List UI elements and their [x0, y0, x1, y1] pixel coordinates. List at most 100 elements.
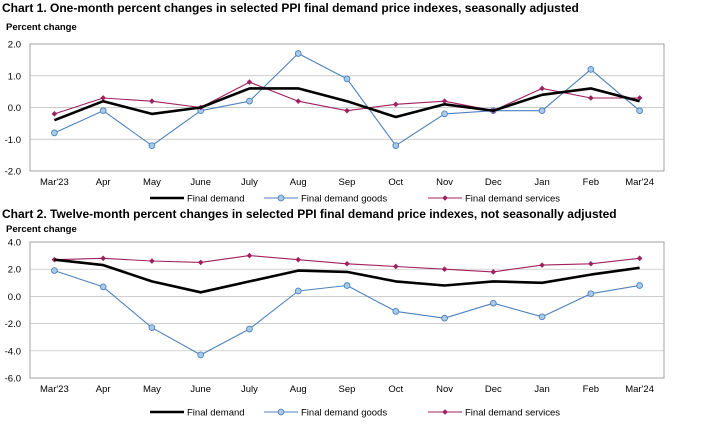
chart2-series-final-demand-goods-point: [343, 282, 351, 289]
chart2-series-final-demand-goods-point: [392, 308, 400, 315]
chart2-series-final-demand-goods-point: [441, 314, 448, 322]
chart2-title: Chart 2. Twelve-month percent changes in…: [2, 207, 617, 221]
chart1-series-final-demand-line: [53, 87, 640, 122]
chart2-ytick-label: -4.0: [5, 346, 21, 357]
chart2-xtick-label: Aug: [290, 384, 307, 395]
chart1-series-final-demand-services-point: [246, 79, 253, 85]
chart2-legend-final-demand-goods-label: Final demand goods: [301, 408, 387, 419]
chart2-series-final-demand-services-point: [100, 255, 106, 262]
chart2-xtick-label: Feb: [583, 384, 599, 395]
chart2-series-final-demand-services-point: [51, 256, 58, 263]
chart2-series-final-demand-services-point: [197, 259, 204, 266]
chart2-xtick-label: Jan: [534, 384, 549, 395]
chart2-xtick-label: Oct: [388, 384, 403, 395]
chart1-xtick-label: Mar'24: [625, 177, 654, 188]
chart1-xtick-label: Jan: [534, 177, 549, 188]
chart2-legend-final-demand-services-marker: [442, 409, 448, 415]
chart1-ytick-label: -1.0: [5, 135, 21, 146]
chart1-xtick-label: Aug: [290, 177, 307, 188]
chart1-series-final-demand-services-point: [344, 107, 350, 114]
chart2-series-final-demand-services-point: [246, 252, 253, 259]
chart2-ytick-label: -6.0: [5, 374, 21, 385]
chart1-xtick-label: Apr: [96, 177, 111, 188]
chart2-legend-final-demand-services-label: Final demand services: [465, 408, 560, 419]
chart1-series-final-demand-services-point: [149, 98, 155, 104]
chart2-series-final-demand-goods-point: [489, 299, 497, 307]
chart1-ytick-label: -2.0: [5, 167, 21, 178]
chart1-series-final-demand-goods-point: [246, 97, 253, 105]
chart2-series-final-demand-services-point: [344, 260, 350, 267]
chart2-series-final-demand-services-point: [149, 258, 155, 264]
chart2-series-final-demand-services-point: [295, 256, 302, 263]
chart2-series-final-demand-services-point: [588, 260, 594, 267]
chart1-title: Chart 1. One-month percent changes in se…: [2, 1, 579, 15]
chart2-series-final-demand-services-point: [392, 263, 399, 270]
chart2-xtick-label: May: [143, 384, 161, 395]
chart2-xtick-label: June: [190, 384, 211, 395]
chart1-xtick-label: June: [190, 177, 211, 188]
chart2-series-final-demand-line: [54, 258, 640, 294]
chart1-series-final-demand-goods-point: [148, 142, 156, 149]
chart1-legend-final-demand-goods-marker: [277, 194, 285, 202]
chart1-ytick-label: 0.0: [8, 103, 21, 114]
chart2-xtick-label: Dec: [485, 384, 502, 395]
chart2-ytick-label: 4.0: [8, 238, 21, 249]
chart1-series-final-demand-goods-point: [636, 107, 643, 115]
chart2-xtick-label: Nov: [436, 384, 453, 395]
chart2-xtick-label: July: [241, 384, 258, 395]
chart1-series-final-demand-goods-line: [54, 52, 640, 147]
chart1-series-final-demand-services-point: [588, 95, 594, 101]
chart2-series-final-demand-goods-point: [51, 267, 58, 274]
chart2-series-final-demand-services-point: [636, 255, 643, 262]
chart2-series-final-demand-goods-point: [99, 283, 107, 291]
chart2-series-final-demand-services-point: [441, 266, 448, 272]
chart2-xtick-label: Apr: [96, 384, 111, 395]
chart2-ytick-label: 0.0: [8, 292, 21, 303]
chart1-series-final-demand-services-point: [392, 101, 399, 108]
chart1-legend-final-demand-services-marker: [442, 195, 448, 201]
chart2-ytick-label: 2.0: [8, 265, 21, 276]
chart2-xtick-label: Mar'24: [625, 384, 654, 395]
chart1-series-final-demand-services-point: [51, 111, 58, 117]
chart2-xtick-label: Mar'23: [40, 384, 69, 395]
chart2-series-final-demand-goods-point: [587, 290, 595, 298]
chart2-series-final-demand-services-point: [539, 262, 545, 268]
chart2-series-final-demand-goods-point: [148, 324, 156, 332]
chart1-series-final-demand-goods-point: [294, 50, 302, 57]
chart2-series-final-demand-goods-point: [538, 313, 546, 321]
chart2-legend-final-demand-label: Final demand: [187, 408, 245, 419]
chart2-ytick-label: -2.0: [5, 319, 21, 330]
chart1-series-final-demand-goods-point: [392, 142, 400, 149]
chart1-series-final-demand-services-point: [636, 95, 643, 101]
chart1-xtick-label: July: [241, 177, 258, 188]
chart1-xtick-label: May: [143, 177, 161, 188]
chart1-series-final-demand-goods-point: [99, 107, 107, 115]
chart1-series-final-demand-goods-point: [587, 66, 595, 73]
chart2-series-final-demand-services-point: [490, 269, 497, 275]
chart1-series-final-demand-goods-point: [343, 75, 351, 83]
chart2-series-final-demand-goods-point: [294, 287, 302, 295]
chart1-series-final-demand-goods-point: [538, 107, 546, 115]
chart2-ylabel: Percent change: [6, 224, 77, 235]
chart2-legend-final-demand-goods-marker: [277, 408, 285, 416]
chart2-series-final-demand-goods-point: [246, 325, 253, 333]
chart2-plot-frame: [29, 241, 665, 379]
chart1-series-final-demand-services-point: [539, 85, 545, 92]
chart1-series-final-demand-services-point: [441, 98, 448, 104]
chart2-xtick-label: Sep: [339, 384, 356, 395]
chart1-series-final-demand-goods-point: [441, 110, 448, 118]
chart1-ytick-label: 2.0: [8, 40, 21, 51]
chart1-series-final-demand-goods-point: [51, 129, 58, 137]
chart1-series-final-demand-services-point: [100, 95, 106, 101]
chart1-legend-final-demand-goods-label: Final demand goods: [301, 194, 387, 205]
chart1-legend-final-demand-label: Final demand: [187, 194, 245, 205]
chart2-series-final-demand-goods-point: [197, 351, 205, 359]
chart1-xtick-label: Feb: [583, 177, 599, 188]
chart1-xtick-label: Mar'23: [40, 177, 69, 188]
chart1-xtick-label: Nov: [436, 177, 453, 188]
chart1-legend-final-demand-services-label: Final demand services: [465, 194, 560, 205]
chart1-series-final-demand-services-point: [295, 98, 302, 104]
chart1-xtick-label: Sep: [339, 177, 356, 188]
chart2-series-final-demand-goods-point: [636, 282, 643, 289]
